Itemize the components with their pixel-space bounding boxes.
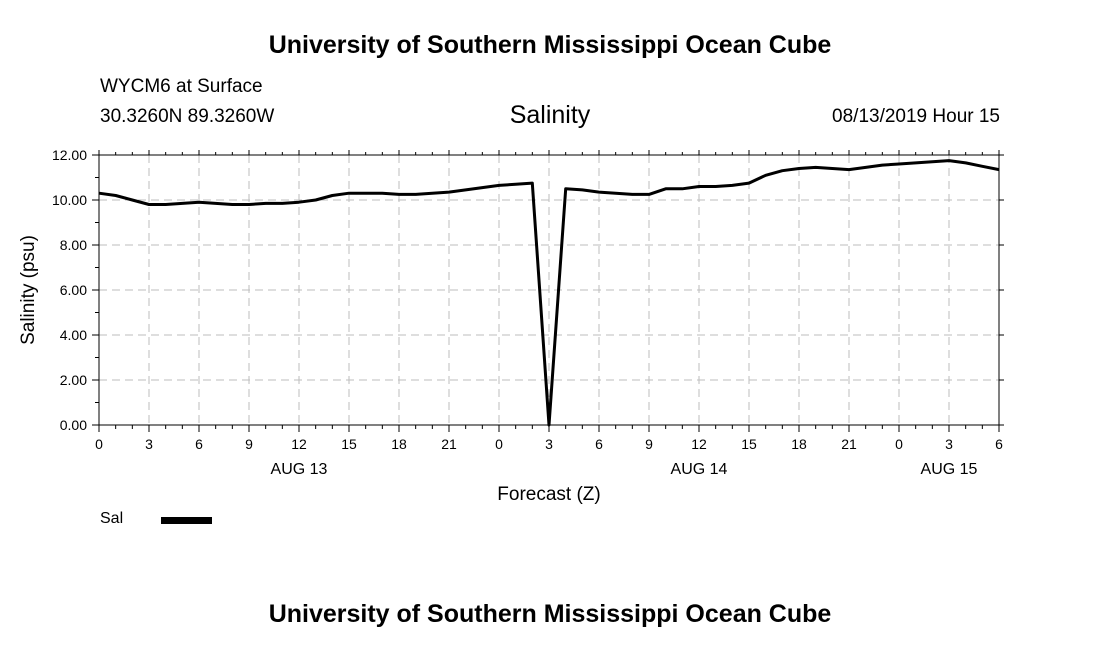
x-tick-label: 6: [595, 436, 603, 452]
page-title: University of Southern Mississippi Ocean…: [268, 31, 832, 59]
station-label: WYCM6 at Surface: [100, 76, 263, 97]
x-tick-label: 12: [691, 436, 707, 452]
x-tick-label: 15: [341, 436, 357, 452]
y-tick-label: 4.00: [60, 327, 87, 343]
y-tick-label: 10.00: [52, 192, 87, 208]
legend-label: Sal: [100, 510, 124, 527]
x-tick-label: 18: [791, 436, 807, 452]
coordinates-label: 30.3260N 89.3260W: [100, 106, 275, 127]
date-label: AUG 15: [921, 461, 978, 478]
x-tick-label: 9: [645, 436, 653, 452]
x-tick-label: 15: [741, 436, 757, 452]
date-label: AUG 13: [271, 461, 328, 478]
x-tick-label: 21: [841, 436, 857, 452]
y-tick-label: 8.00: [60, 237, 87, 253]
x-tick-label: 3: [545, 436, 553, 452]
footer-title: University of Southern Mississippi Ocean…: [268, 600, 832, 628]
x-tick-label: 3: [945, 436, 953, 452]
x-tick-label: 21: [441, 436, 457, 452]
x-tick-label: 0: [895, 436, 903, 452]
x-tick-label: 6: [195, 436, 203, 452]
x-tick-label: 18: [391, 436, 407, 452]
x-tick-label: 12: [291, 436, 307, 452]
y-tick-label: 6.00: [60, 282, 87, 298]
x-tick-label: 0: [95, 436, 103, 452]
y-tick-label: 0.00: [60, 417, 87, 433]
y-tick-label: 12.00: [52, 147, 87, 163]
y-axis-label: Salinity (psu): [18, 235, 39, 345]
chart-title: Salinity: [509, 101, 591, 129]
run-time-label: 08/13/2019 Hour 15: [832, 106, 1000, 127]
x-tick-label: 0: [495, 436, 503, 452]
legend-swatch: [161, 517, 212, 524]
x-axis-label: Forecast (Z): [497, 484, 600, 505]
series-line-sal: [98, 159, 1000, 427]
y-tick-label: 2.00: [60, 372, 87, 388]
x-tick-label: 9: [245, 436, 253, 452]
x-tick-label: 6: [995, 436, 1003, 452]
date-label: AUG 14: [671, 461, 728, 478]
x-tick-label: 3: [145, 436, 153, 452]
